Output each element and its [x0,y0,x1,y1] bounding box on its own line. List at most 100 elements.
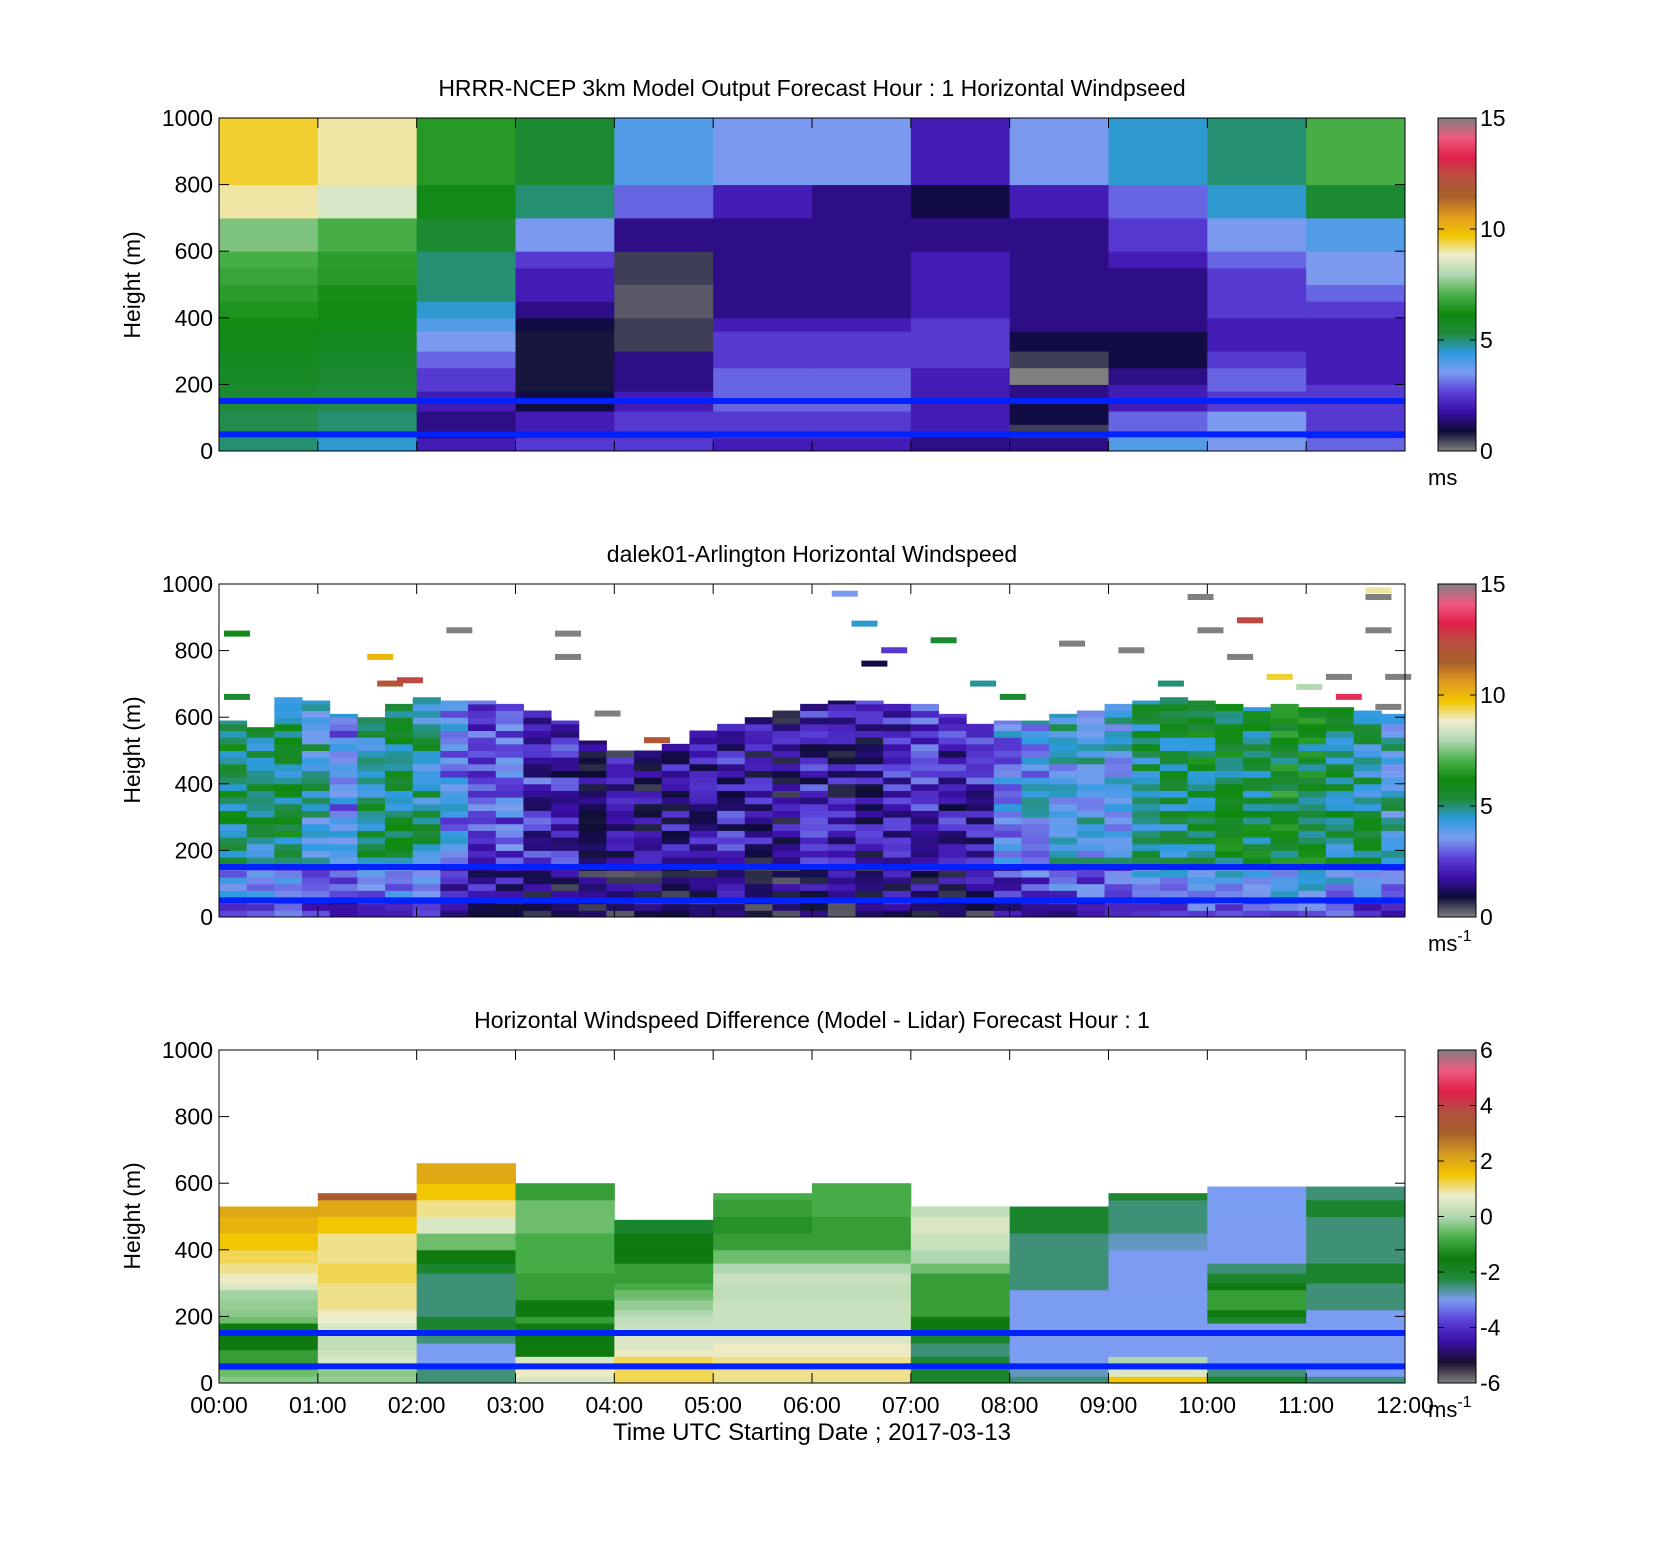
heatmap-cell [1076,797,1106,805]
heatmap-cell [614,1343,714,1351]
heatmap-cell-sparse [223,693,250,700]
heatmap-cell [1104,790,1133,798]
heatmap-cell [910,1263,1011,1274]
heatmap-cell [274,743,303,751]
heatmap-cell [1049,777,1078,785]
heatmap-cell [495,910,524,918]
heatmap-cell [634,903,663,911]
heatmap-cell [1009,267,1109,285]
heatmap-cell [219,743,248,751]
heatmap-cell [883,750,912,758]
heatmap-cell [317,1316,418,1324]
heatmap-cell [1353,790,1382,798]
heatmap-cell [1132,790,1161,798]
heatmap-cell [1242,890,1272,898]
heatmap-cell [329,857,358,865]
heatmap-cell [966,743,995,751]
heatmap-cell [523,870,552,878]
heatmap-cell [468,723,497,732]
heatmap-cell [416,351,516,359]
heatmap-cell [302,890,331,898]
heatmap-cell [515,437,615,445]
heatmap-cell [772,710,801,718]
heatmap-cell [938,877,967,885]
heatmap-cell [1108,424,1208,432]
x-axis-label: Time UTC Starting Date ; 2017-03-13 [613,1419,1011,1446]
heatmap-cell [523,890,552,898]
heatmap-cell [412,850,441,858]
heatmap-cell [1159,817,1189,825]
heatmap-cell [302,737,331,745]
heatmap-cell [883,850,912,858]
panel-model-reflines [219,398,1405,438]
heatmap-cell [966,810,995,818]
heatmap-cell [1009,437,1109,445]
heatmap-cell [468,890,497,898]
heatmap-cell [606,890,635,898]
heatmap-cell [357,857,386,865]
heatmap-cell [1306,341,1406,352]
heatmap-cell [468,783,497,791]
heatmap-cell [302,797,331,805]
panel-lidar: dalek01-Arlington Horizontal Windspeed 0… [119,541,1506,956]
heatmap-cell [317,424,418,432]
heatmap-cell [219,377,319,385]
heatmap-cell [634,910,663,918]
heatmap-cell [1298,903,1327,911]
heatmap-cell [468,837,497,845]
heatmap-cell [614,317,714,332]
heatmap-cell [246,837,275,845]
heatmap-cell [812,267,912,285]
heatmap-cell [1076,830,1106,838]
heatmap-cell [1076,803,1106,811]
heatmap-cell [1207,317,1307,332]
heatmap-cell [468,703,497,712]
heatmap-cell [634,750,663,758]
heatmap-cell [302,883,331,891]
heatmap-cell [412,817,441,825]
heatmap-cell [440,700,469,705]
heatmap-cell [1207,444,1307,452]
heatmap-cell [1207,1369,1307,1377]
heatmap-cell [993,903,1023,911]
heatmap-cell [1215,823,1244,831]
heatmap-cell [812,341,912,352]
heatmap-cell [1215,717,1244,725]
heatmap-cell [416,1369,516,1377]
heatmap-cell [1049,717,1078,725]
heatmap-cell [614,1263,714,1274]
heatmap-cell [1207,1249,1307,1264]
heatmap-cell [1242,903,1272,911]
heatmap-cell [246,810,275,818]
heatmap-cell [744,803,773,811]
heatmap-cell [1076,770,1106,778]
heatmap-cell [1104,723,1133,732]
heatmap-cell [551,810,580,818]
heatmap-cell [634,883,663,891]
heatmap-cell [385,903,414,911]
heatmap-cell [274,797,303,805]
heatmap-cell [219,1233,319,1251]
heatmap-cell [302,723,331,732]
heatmap-cell [855,717,884,725]
heatmap-cell [1207,417,1307,425]
heatmap-cell [1049,757,1078,765]
heatmap-cell [1270,783,1299,791]
heatmap-cell [614,217,714,252]
heatmap-cell [219,1323,319,1334]
heatmap-cell [1215,730,1244,738]
heatmap-cell [1132,717,1161,725]
heatmap-cell [614,401,714,412]
heatmap-cell [1108,437,1208,445]
heatmap-cell [515,284,615,302]
heatmap-cell [1108,1193,1208,1201]
heatmap-cell [1009,251,1109,269]
heatmap-cell [1187,763,1216,771]
heatmap-cell [468,810,497,818]
heatmap-cell [910,384,1011,392]
heatmap-cell [744,770,773,778]
heatmap-cell [1306,411,1406,419]
heatmap-cell [883,883,912,891]
heatmap-cell [416,1283,516,1291]
heatmap-cell [468,910,497,918]
